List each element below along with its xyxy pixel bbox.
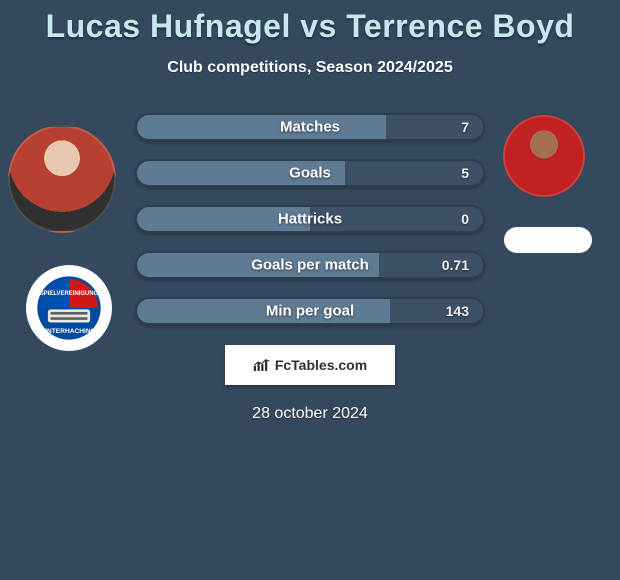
bar-label: Goals <box>137 165 483 182</box>
svg-text:SPIELVEREINIGUNG: SPIELVEREINIGUNG <box>40 291 99 297</box>
stat-bars: Matches 7 Goals 5 Hattricks 0 Goals per … <box>135 107 485 325</box>
bar-label: Goals per match <box>137 257 483 274</box>
brand-link[interactable]: FcTables.com <box>225 345 395 385</box>
chart-icon <box>253 358 271 372</box>
bar-label: Min per goal <box>137 303 483 320</box>
stat-bar: Hattricks 0 <box>135 205 485 233</box>
svg-text:UNTERHACHING: UNTERHACHING <box>42 328 95 335</box>
main-area: SPIELVEREINIGUNG UNTERHACHING Matches 7 … <box>0 107 620 423</box>
season-subtitle: Club competitions, Season 2024/2025 <box>0 59 620 77</box>
bar-label: Matches <box>137 119 483 136</box>
shield-icon: SPIELVEREINIGUNG UNTERHACHING <box>36 275 102 341</box>
page-title: Lucas Hufnagel vs Terrence Boyd <box>0 8 620 45</box>
stat-bar: Min per goal 143 <box>135 297 485 325</box>
comparison-card: Lucas Hufnagel vs Terrence Boyd Club com… <box>0 0 620 580</box>
club-left-logo: SPIELVEREINIGUNG UNTERHACHING <box>26 265 112 351</box>
bar-value: 7 <box>461 119 469 135</box>
bar-value: 143 <box>446 303 469 319</box>
stat-bar: Goals per match 0.71 <box>135 251 485 279</box>
bar-value: 0.71 <box>442 257 469 273</box>
player-right-avatar <box>503 115 585 197</box>
stat-bar: Goals 5 <box>135 159 485 187</box>
date-label: 28 october 2024 <box>0 405 620 423</box>
club-right-logo <box>504 227 592 253</box>
player-left-avatar <box>8 125 116 233</box>
stat-bar: Matches 7 <box>135 113 485 141</box>
brand-text: FcTables.com <box>275 357 367 373</box>
bar-value: 0 <box>461 211 469 227</box>
bar-label: Hattricks <box>137 211 483 228</box>
bar-value: 5 <box>461 165 469 181</box>
